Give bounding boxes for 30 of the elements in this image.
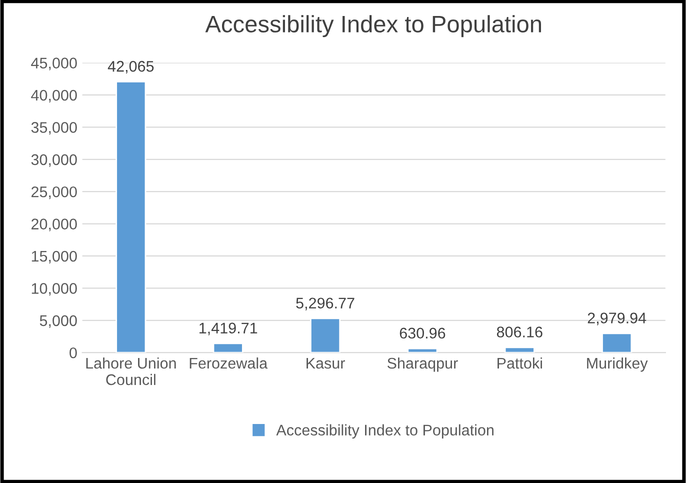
legend-label: Accessibility Index to Population: [276, 424, 494, 439]
x-tick-label: Muridkey: [587, 357, 648, 372]
chart-title: Accessibility Index to Population: [205, 15, 541, 38]
data-label: 5,296.77: [296, 298, 354, 310]
y-tick-label: 20,000: [32, 218, 77, 232]
data-label: 2,979.94: [588, 312, 646, 326]
x-tick-label: Lahore Union Council: [86, 357, 176, 386]
y-tick-label: 25,000: [32, 186, 77, 200]
y-tick-label: 45,000: [31, 58, 77, 70]
x-tick-label: Pattoki: [498, 357, 542, 369]
data-label: 806.16: [496, 326, 542, 338]
bar: [212, 342, 244, 353]
y-tick-label: 30,000: [31, 154, 77, 167]
y-tick-label: 0: [70, 347, 77, 358]
bar: [407, 348, 438, 353]
y-tick-label: 10,000: [32, 283, 77, 296]
y-tick-label: 40,000: [31, 90, 77, 102]
data-label: 1,419.71: [200, 322, 258, 336]
y-tick-label: 35,000: [31, 122, 77, 135]
bar: [602, 332, 632, 353]
bar: [310, 318, 341, 353]
x-tick-label: Kasur: [306, 358, 345, 369]
x-tick-label: Sharaqpur: [387, 357, 458, 372]
y-tick-label: 15,000: [32, 250, 77, 264]
bar: [504, 346, 535, 353]
data-label: 42,065: [108, 60, 154, 74]
x-tick-label: Ferozewala: [190, 357, 268, 369]
bar: [116, 80, 146, 353]
y-tick-label: 5,000: [40, 315, 77, 328]
data-label: 630.96: [400, 328, 446, 339]
